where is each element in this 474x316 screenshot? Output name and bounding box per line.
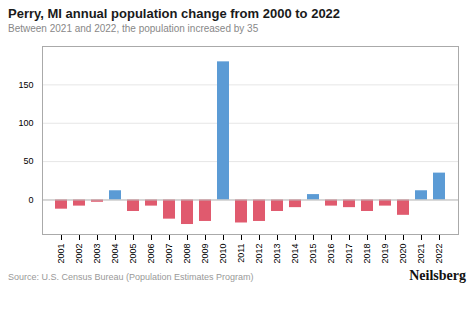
html-text:Between 2021 and 2022, the pop: Between 2021 and 2022, the population in… [8,23,259,34]
html-text:Neilsberg: Neilsberg [409,268,466,283]
svg-text:2012: 2012 [254,244,264,264]
svg-text:2021: 2021 [416,244,426,264]
svg-text:2001: 2001 [56,244,66,264]
svg-text:2018: 2018 [362,244,372,264]
svg-text:2005: 2005 [128,244,138,264]
svg-text:2011: 2011 [236,244,246,263]
svg-text:2010: 2010 [218,244,228,264]
svg-text:2015: 2015 [308,244,318,264]
html-text:Perry, MI annual population ch: Perry, MI annual population change from … [8,6,341,21]
svg-text:100: 100 [18,118,33,128]
svg-text:2008: 2008 [182,244,192,264]
svg-text:2009: 2009 [200,244,210,264]
svg-text:2002: 2002 [74,244,84,264]
html-text:Source: U.S. Census Bureau (Po: Source: U.S. Census Bureau (Population E… [8,272,254,282]
svg-text:0: 0 [28,195,33,205]
svg-text:2019: 2019 [380,244,390,264]
svg-text:2006: 2006 [146,244,156,264]
svg-text:150: 150 [18,80,33,90]
svg-text:2022: 2022 [434,244,444,264]
svg-text:2003: 2003 [92,244,102,264]
svg-text:2014: 2014 [290,244,300,264]
svg-text:2017: 2017 [344,244,354,264]
svg-text:2013: 2013 [272,244,282,264]
svg-text:2004: 2004 [110,244,120,264]
svg-text:2007: 2007 [164,244,174,264]
svg-text:2016: 2016 [326,244,336,264]
svg-text:2020: 2020 [398,244,408,264]
svg-text:50: 50 [23,156,33,166]
